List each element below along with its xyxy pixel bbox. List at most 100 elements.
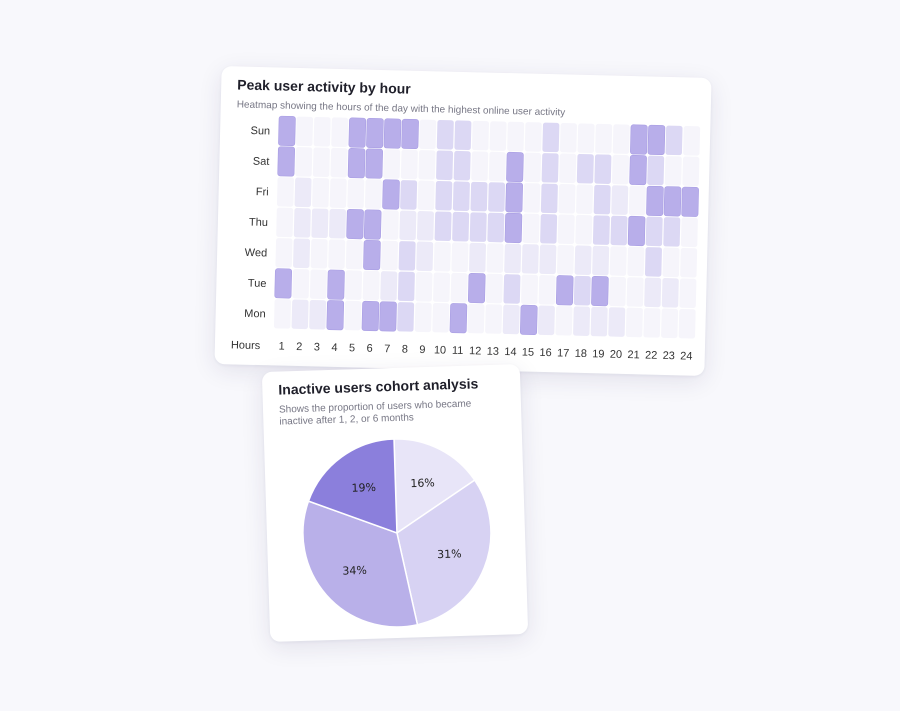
heatmap-cell-sun-5 xyxy=(348,117,367,148)
heatmap-hour-label: 3 xyxy=(314,341,320,353)
heatmap-cell-fri-13 xyxy=(488,182,506,212)
heatmap-cell-tue-22 xyxy=(644,277,662,308)
heatmap-cell-thu-5 xyxy=(346,209,364,240)
heatmap-cell-fri-16 xyxy=(540,183,558,214)
heatmap-cell-thu-3 xyxy=(311,208,329,239)
pie-slice-label: 19% xyxy=(351,481,376,495)
heatmap-cell-thu-10 xyxy=(434,211,452,242)
heatmap-cell-wed-13 xyxy=(486,243,504,273)
pie-slice xyxy=(393,438,476,535)
heatmap-cell-sun-1 xyxy=(278,115,296,147)
heatmap-cell-fri-15 xyxy=(523,183,541,213)
heatmap-cell-sun-3 xyxy=(313,116,331,147)
heatmap-day-label: Wed xyxy=(245,247,268,260)
heatmap-cell-thu-21 xyxy=(627,215,646,247)
heatmap-card: Peak user activity by hour Heatmap showi… xyxy=(214,66,712,376)
heatmap-cell-mon-5 xyxy=(344,300,362,331)
heatmap-cell-wed-23 xyxy=(662,247,680,278)
heatmap-cell-sun-7 xyxy=(383,118,402,149)
heatmap-hour-label: 11 xyxy=(452,345,464,357)
heatmap-cell-tue-18 xyxy=(573,275,591,306)
heatmap-cell-sat-8 xyxy=(400,149,418,180)
heatmap-cell-thu-11 xyxy=(452,211,470,242)
heatmap-cell-mon-18 xyxy=(573,306,591,336)
heatmap-cell-sun-13 xyxy=(489,121,507,151)
heatmap-cell-wed-3 xyxy=(310,238,328,269)
heatmap-cell-sun-11 xyxy=(454,120,472,151)
heatmap-cell-fri-20 xyxy=(611,185,629,215)
heatmap-cell-sun-14 xyxy=(507,121,525,152)
heatmap-cell-fri-11 xyxy=(452,181,470,211)
heatmap-cell-fri-23 xyxy=(663,186,682,217)
heatmap-cell-fri-7 xyxy=(382,179,400,210)
heatmap-cell-wed-6 xyxy=(363,239,381,271)
heatmap-hour-label: 7 xyxy=(384,343,390,355)
heatmap-cell-fri-5 xyxy=(347,178,365,209)
pie-card: Inactive users cohort analysis Shows the… xyxy=(261,364,529,642)
heatmap-cell-sat-11 xyxy=(453,150,471,181)
pie-slice xyxy=(307,438,398,535)
heatmap-cell-sun-17 xyxy=(559,123,577,153)
heatmap-cell-thu-16 xyxy=(540,214,558,244)
heatmap-cell-thu-20 xyxy=(610,215,628,246)
heatmap-cell-sun-19 xyxy=(595,123,613,154)
heatmap-cell-wed-24 xyxy=(680,247,698,278)
heatmap-cell-sat-7 xyxy=(383,149,401,179)
heatmap-hour-label: 8 xyxy=(402,344,408,356)
heatmap-cell-tue-9 xyxy=(415,272,433,302)
heatmap-cell-wed-16 xyxy=(539,244,557,275)
heatmap-cell-wed-11 xyxy=(451,242,469,272)
heatmap-cell-fri-21 xyxy=(628,185,646,216)
heatmap-cell-thu-12 xyxy=(469,212,487,242)
heatmap-cell-sat-5 xyxy=(347,148,366,179)
heatmap-cell-thu-8 xyxy=(399,210,417,241)
heatmap-cell-tue-6 xyxy=(362,270,380,301)
heatmap-hour-label: 4 xyxy=(331,342,337,354)
heatmap-cell-wed-19 xyxy=(592,245,610,276)
heatmap-cell-thu-23 xyxy=(663,217,681,247)
heatmap-cell-sat-23 xyxy=(664,156,682,186)
heatmap-cell-thu-18 xyxy=(575,214,593,245)
heatmap-cell-thu-9 xyxy=(416,211,434,241)
heatmap-cell-sat-1 xyxy=(277,146,295,177)
heatmap-cell-tue-3 xyxy=(309,269,327,300)
heatmap-cell-thu-19 xyxy=(592,215,610,245)
heatmap-hour-label: 15 xyxy=(522,346,535,358)
heatmap-cell-sun-4 xyxy=(331,117,349,147)
heatmap-cell-thu-15 xyxy=(522,213,540,244)
heatmap-hour-label: 21 xyxy=(627,349,640,361)
heatmap-hour-label: 20 xyxy=(610,349,623,361)
heatmap-cell-sat-10 xyxy=(436,150,454,181)
heatmap-cell-sun-23 xyxy=(665,125,683,156)
heatmap-cell-fri-4 xyxy=(329,178,347,208)
heatmap-cell-sat-2 xyxy=(295,147,313,177)
heatmap-cell-tue-7 xyxy=(380,271,398,301)
heatmap-cell-tue-16 xyxy=(538,275,556,305)
heatmap-cell-sat-20 xyxy=(612,154,629,185)
heatmap-hour-label: 22 xyxy=(645,349,658,361)
heatmap-cell-tue-11 xyxy=(450,272,468,303)
heatmap-cell-sun-9 xyxy=(419,119,437,150)
heatmap-cell-sun-21 xyxy=(630,124,648,155)
heatmap-cell-tue-21 xyxy=(626,277,644,307)
heatmap-cell-mon-11 xyxy=(449,303,468,334)
heatmap-day-label: Fri xyxy=(256,186,269,198)
heatmap-cell-tue-2 xyxy=(292,269,310,299)
heatmap-cell-tue-24 xyxy=(679,278,697,309)
heatmap-cell-tue-4 xyxy=(327,269,345,300)
heatmap-day-label: Sat xyxy=(253,156,270,168)
heatmap-hour-label: 2 xyxy=(296,341,302,353)
heatmap-cell-sat-14 xyxy=(506,151,524,183)
heatmap-cell-mon-15 xyxy=(520,304,538,335)
heatmap-cell-sat-9 xyxy=(418,150,436,180)
heatmap-cell-fri-18 xyxy=(576,184,594,214)
heatmap-cell-sun-18 xyxy=(577,123,595,154)
heatmap-cell-sun-6 xyxy=(366,117,384,149)
heatmap-cell-fri-22 xyxy=(646,185,664,217)
heatmap-cell-thu-4 xyxy=(329,208,346,239)
heatmap-hour-label: 24 xyxy=(680,350,693,362)
heatmap-cell-wed-12 xyxy=(469,242,487,273)
heatmap-cell-sun-22 xyxy=(647,124,666,156)
heatmap-cell-wed-7 xyxy=(381,240,399,271)
